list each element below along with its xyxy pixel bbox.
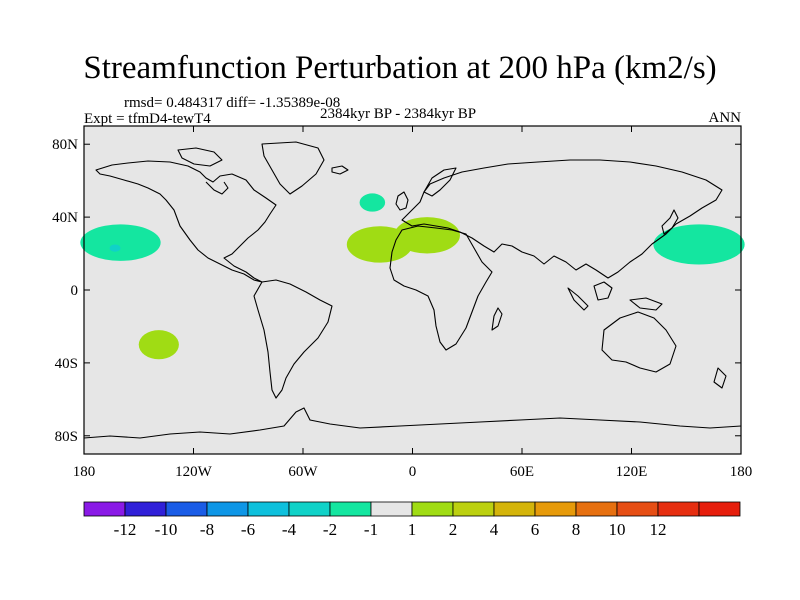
anomaly-region-2 xyxy=(138,330,179,360)
colorbar-label-10: 6 xyxy=(531,520,540,539)
colorbar-label-3: -6 xyxy=(241,520,255,539)
y-tick-label-2: 0 xyxy=(71,283,79,299)
y-tick-label-0: 80N xyxy=(52,137,78,153)
y-tick-label-4: 80S xyxy=(55,429,78,445)
colorbar-swatch-7 xyxy=(370,501,413,517)
coast-britain xyxy=(395,191,409,211)
colorbar-swatch-2 xyxy=(165,501,208,517)
colorbar-label-1: -10 xyxy=(155,520,178,539)
coast-new-zealand xyxy=(713,367,727,389)
colorbar-swatch-3 xyxy=(206,501,249,517)
coast-new-guinea xyxy=(629,297,663,311)
coast-iceland xyxy=(331,165,349,175)
coast-antarctica xyxy=(83,407,742,439)
period-label: 2384kyr BP - 2384kyr BP xyxy=(320,106,477,122)
coast-greenland xyxy=(261,141,325,195)
coast-japan xyxy=(661,209,679,235)
x-tick-label-2: 60W xyxy=(288,464,318,480)
anomaly-region-1 xyxy=(109,244,121,252)
colorbar-swatch-8 xyxy=(411,501,454,517)
colorbar-swatch-11 xyxy=(534,501,577,517)
coast-arctic-islands xyxy=(177,147,223,167)
map-background xyxy=(84,126,741,454)
colorbar-label-7: 1 xyxy=(408,520,417,539)
colorbar-swatch-14 xyxy=(657,501,700,517)
x-tick-label-5: 120E xyxy=(616,464,648,480)
x-tick-label-4: 60E xyxy=(510,464,534,480)
colorbar-label-4: -4 xyxy=(282,520,297,539)
x-tick-label-1: 120W xyxy=(175,464,213,480)
colorbar-label-11: 8 xyxy=(572,520,581,539)
coast-australia xyxy=(601,311,677,373)
colorbar-label-5: -2 xyxy=(323,520,337,539)
anomaly-layer xyxy=(80,193,745,360)
colorbar-swatch-15 xyxy=(698,501,741,517)
colorbar-swatch-5 xyxy=(288,501,331,517)
coast-eurasia xyxy=(401,159,723,279)
colorbar-label-13: 12 xyxy=(650,520,667,539)
chart-title: Streamfunction Perturbation at 200 hPa (… xyxy=(83,50,717,86)
anomaly-region-3 xyxy=(359,193,386,212)
colorbar-label-9: 4 xyxy=(490,520,499,539)
y-tick-label-1: 40N xyxy=(52,210,78,226)
coast-north-america xyxy=(95,160,277,283)
colorbar-swatch-9 xyxy=(452,501,495,517)
colorbar-swatch-1 xyxy=(124,501,167,517)
coast-south-america xyxy=(253,279,333,399)
colorbar-label-12: 10 xyxy=(609,520,626,539)
coast-madagascar xyxy=(491,307,503,331)
colorbar-swatch-12 xyxy=(575,501,618,517)
x-tick-label-3: 0 xyxy=(409,464,417,480)
colorbar-label-6: -1 xyxy=(364,520,378,539)
coast-hudson-bay xyxy=(205,181,229,195)
axes: 180 120W 60W 0 60E 120E 180 80N 40N 0 40S 80S xyxy=(52,126,752,480)
colorbar-swatch-10 xyxy=(493,501,536,517)
colorbar-swatch-6 xyxy=(329,501,372,517)
anomaly-region-6 xyxy=(653,224,745,265)
anomaly-region-5 xyxy=(394,217,460,254)
colorbar-label-2: -8 xyxy=(200,520,214,539)
colorbar-label-0: -12 xyxy=(114,520,137,539)
stats-text: rmsd= 0.484317 diff= -1.35389e-08 xyxy=(124,95,341,111)
colorbar-swatch-0 xyxy=(83,501,126,517)
colorbar-label-8: 2 xyxy=(449,520,458,539)
y-tick-label-3: 40S xyxy=(55,356,78,372)
experiment-label: Expt = tfmD4-tewT4 xyxy=(84,111,211,127)
anomaly-region-0 xyxy=(80,224,161,261)
x-tick-label-0: 180 xyxy=(73,464,96,480)
coast-sumatra xyxy=(567,287,589,311)
coast-borneo xyxy=(593,281,613,301)
coastlines xyxy=(83,141,742,439)
coast-africa xyxy=(389,225,493,351)
x-tick-label-6: 180 xyxy=(730,464,753,480)
coast-scandinavia xyxy=(423,167,457,197)
colorbar-swatch-13 xyxy=(616,501,659,517)
colorbar-swatch-4 xyxy=(247,501,290,517)
colorbar: -12 -10 -8 -6 -4 -2 -1 1 2 4 6 8 10 12 xyxy=(83,501,741,539)
season-label: ANN xyxy=(708,110,742,126)
